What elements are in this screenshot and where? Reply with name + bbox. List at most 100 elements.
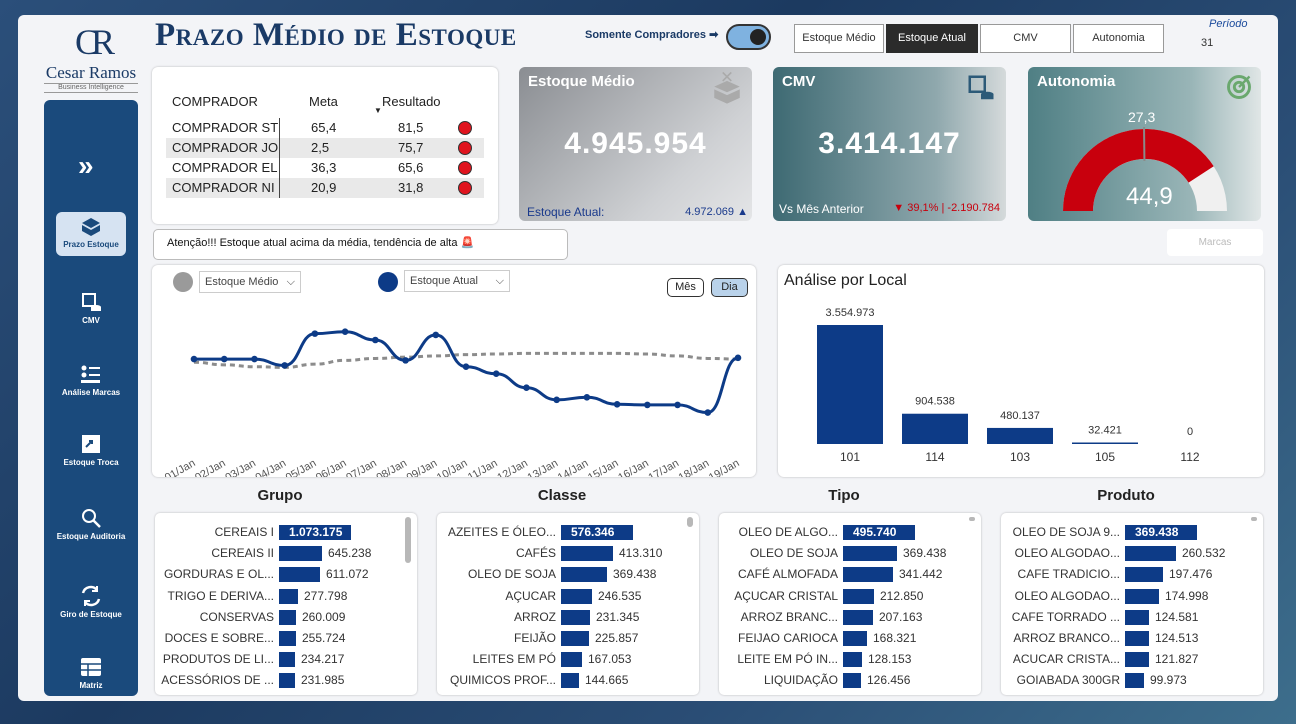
list-item[interactable]: ARROZ BRANC... 207.163 xyxy=(719,608,981,626)
list-item[interactable]: OLEO ALGODAO... 174.998 xyxy=(1001,587,1263,605)
kpi-estoque-medio: Estoque Médio 4.945.954 Estoque Atual: 4… xyxy=(519,67,752,221)
series-estoque-atual-point[interactable] xyxy=(674,401,681,409)
kpi-title: Estoque Médio xyxy=(528,73,635,90)
local-bar[interactable] xyxy=(1072,442,1138,445)
cycle-icon xyxy=(81,585,101,607)
panel-scrollbar[interactable] xyxy=(969,517,975,521)
sidebar-item-giro-estoque[interactable]: Giro de Estoque xyxy=(56,582,126,626)
series-estoque-atual-point[interactable] xyxy=(462,363,470,371)
sidebar-item-estoque-troca[interactable]: Estoque Troca xyxy=(56,430,126,474)
gauge-fill xyxy=(1063,129,1214,211)
list-item[interactable]: FEIJAO CARIOCA 168.321 xyxy=(719,629,981,647)
legend-medio-dropdown[interactable]: Estoque Médio ⌵ xyxy=(199,271,301,293)
list-item[interactable]: ARROZ 231.345 xyxy=(437,608,699,626)
tab-cmv[interactable]: CMV xyxy=(980,24,1071,53)
tab-autonomia[interactable]: Autonomia xyxy=(1073,24,1164,53)
sidebar-item-prazo-estoque[interactable]: Prazo Estoque xyxy=(56,212,126,256)
table-row[interactable]: COMPRADOR NI 20,9 31,8 xyxy=(166,178,484,198)
series-estoque-atual-point[interactable] xyxy=(402,357,409,364)
series-estoque-atual-point[interactable] xyxy=(613,400,621,408)
local-bar[interactable] xyxy=(987,427,1053,444)
marcas-button[interactable]: Marcas xyxy=(1167,229,1263,256)
series-estoque-atual-point[interactable] xyxy=(523,384,530,392)
list-item[interactable]: OLEO DE ALGO... 495.740 xyxy=(719,523,981,541)
granularity-mes-button[interactable]: Mês xyxy=(667,278,704,297)
list-item[interactable]: LIQUIDAÇÃO 126.456 xyxy=(719,671,981,689)
sidebar-item-cmv[interactable]: CMV xyxy=(56,288,126,332)
gauge-value: 44,9 xyxy=(1126,183,1173,210)
item-value: 369.438 xyxy=(903,546,947,561)
list-item[interactable]: GORDURAS E OL... 611.072 xyxy=(155,565,417,583)
cell-divider xyxy=(279,158,280,178)
list-item[interactable]: ACUCAR CRISTA... 121.827 xyxy=(1001,650,1263,668)
item-value: 611.072 xyxy=(326,567,369,582)
sidebar-item-analise-marcas[interactable]: Análise Marcas xyxy=(56,360,126,404)
item-value: 207.163 xyxy=(879,609,923,624)
table-row[interactable]: COMPRADOR JO 2,5 75,7 xyxy=(166,138,484,158)
list-item[interactable]: CONSERVAS 260.009 xyxy=(155,608,417,626)
collapse-nav-icon[interactable]: » xyxy=(78,150,94,181)
cell-comprador: COMPRADOR EL xyxy=(172,160,278,175)
list-item[interactable]: OLEO DE SOJA 369.438 xyxy=(719,544,981,562)
series-estoque-atual-point[interactable] xyxy=(251,355,258,363)
panel-scrollbar[interactable] xyxy=(687,517,693,527)
list-item[interactable]: CAFÉ ALMOFADA 341.442 xyxy=(719,565,981,583)
panel-scrollbar[interactable] xyxy=(405,517,411,563)
granularity-dia-button[interactable]: Dia xyxy=(711,278,748,297)
col-meta[interactable]: Meta xyxy=(309,94,338,109)
list-item[interactable]: LEITES EM PÓ 167.053 xyxy=(437,650,699,668)
list-item[interactable]: AÇUCAR 246.535 xyxy=(437,587,699,605)
list-item[interactable]: PRODUTOS DE LI... 234.217 xyxy=(155,650,417,668)
series-estoque-atual-point[interactable] xyxy=(492,370,500,378)
col-resultado[interactable]: Resultado xyxy=(382,94,441,109)
series-estoque-atual-point[interactable] xyxy=(311,330,319,337)
series-estoque-atual-point[interactable] xyxy=(553,396,560,404)
series-estoque-atual-point[interactable] xyxy=(281,362,288,369)
local-bar[interactable] xyxy=(902,413,968,444)
list-item[interactable]: FEIJÃO 225.857 xyxy=(437,629,699,647)
list-item[interactable]: QUIMICOS PROF... 144.665 xyxy=(437,671,699,689)
x-tick-label: 103 xyxy=(1010,450,1030,464)
sidebar-item-matriz[interactable]: Matriz xyxy=(56,653,126,697)
list-item[interactable]: OLEO DE SOJA 9... 369.438 xyxy=(1001,523,1263,541)
list-item[interactable]: AZEITES E ÓLEO... 576.346 xyxy=(437,523,699,541)
list-item[interactable]: CAFE TRADICIO... 197.476 xyxy=(1001,565,1263,583)
status-dot xyxy=(458,181,472,195)
series-estoque-atual-point[interactable] xyxy=(432,331,440,339)
local-bar[interactable] xyxy=(817,325,883,444)
tab-estoque-medio[interactable]: Estoque Médio xyxy=(794,24,884,53)
panel-title-classe: Classe xyxy=(537,487,587,504)
list-item[interactable]: LEITE EM PÓ IN... 128.153 xyxy=(719,650,981,668)
list-item[interactable]: AÇUCAR CRISTAL 212.850 xyxy=(719,587,981,605)
legend-atual-dropdown[interactable]: Estoque Atual ⌵ xyxy=(404,270,510,292)
series-estoque-atual-point[interactable] xyxy=(190,355,198,363)
series-estoque-atual-point[interactable] xyxy=(734,354,742,362)
series-estoque-atual-point[interactable] xyxy=(220,355,228,363)
list-item[interactable]: CAFÉS 413.310 xyxy=(437,544,699,562)
dashboard-canvas: CR Cesar Ramos Business Intelligence Pra… xyxy=(18,15,1278,701)
series-estoque-atual-point[interactable] xyxy=(341,328,349,336)
list-item[interactable]: ARROZ BRANCO... 124.513 xyxy=(1001,629,1263,647)
list-item[interactable]: GOIABADA 300GR 99.973 xyxy=(1001,671,1263,689)
list-item[interactable]: CEREAIS II 645.238 xyxy=(155,544,417,562)
sidebar-item-estoque-auditoria[interactable]: Estoque Auditoria xyxy=(56,504,126,548)
list-item[interactable]: CAFE TORRADO ... 124.581 xyxy=(1001,608,1263,626)
series-estoque-atual-point[interactable] xyxy=(644,401,651,409)
list-item[interactable]: DOCES E SOBRE... 255.724 xyxy=(155,629,417,647)
item-bar xyxy=(843,525,915,540)
list-item[interactable]: OLEO ALGODAO... 260.532 xyxy=(1001,544,1263,562)
table-row[interactable]: COMPRADOR EL 36,3 65,6 xyxy=(166,158,484,178)
series-estoque-atual-point[interactable] xyxy=(704,409,712,416)
item-bar xyxy=(1125,631,1149,646)
col-comprador[interactable]: COMPRADOR xyxy=(172,94,258,109)
series-estoque-atual-point[interactable] xyxy=(583,393,591,401)
tab-estoque-atual[interactable]: Estoque Atual xyxy=(886,24,978,53)
series-estoque-atual-point[interactable] xyxy=(372,336,379,344)
list-item[interactable]: CEREAIS I 1.073.175 xyxy=(155,523,417,541)
list-item[interactable]: ACESSÓRIOS DE ... 231.985 xyxy=(155,671,417,689)
panel-scrollbar[interactable] xyxy=(1251,517,1257,521)
buyers-only-toggle[interactable] xyxy=(726,24,771,50)
list-item[interactable]: OLEO DE SOJA 369.438 xyxy=(437,565,699,583)
list-item[interactable]: TRIGO E DERIVA... 277.798 xyxy=(155,587,417,605)
table-row[interactable]: COMPRADOR ST 65,4 81,5 xyxy=(166,118,484,138)
